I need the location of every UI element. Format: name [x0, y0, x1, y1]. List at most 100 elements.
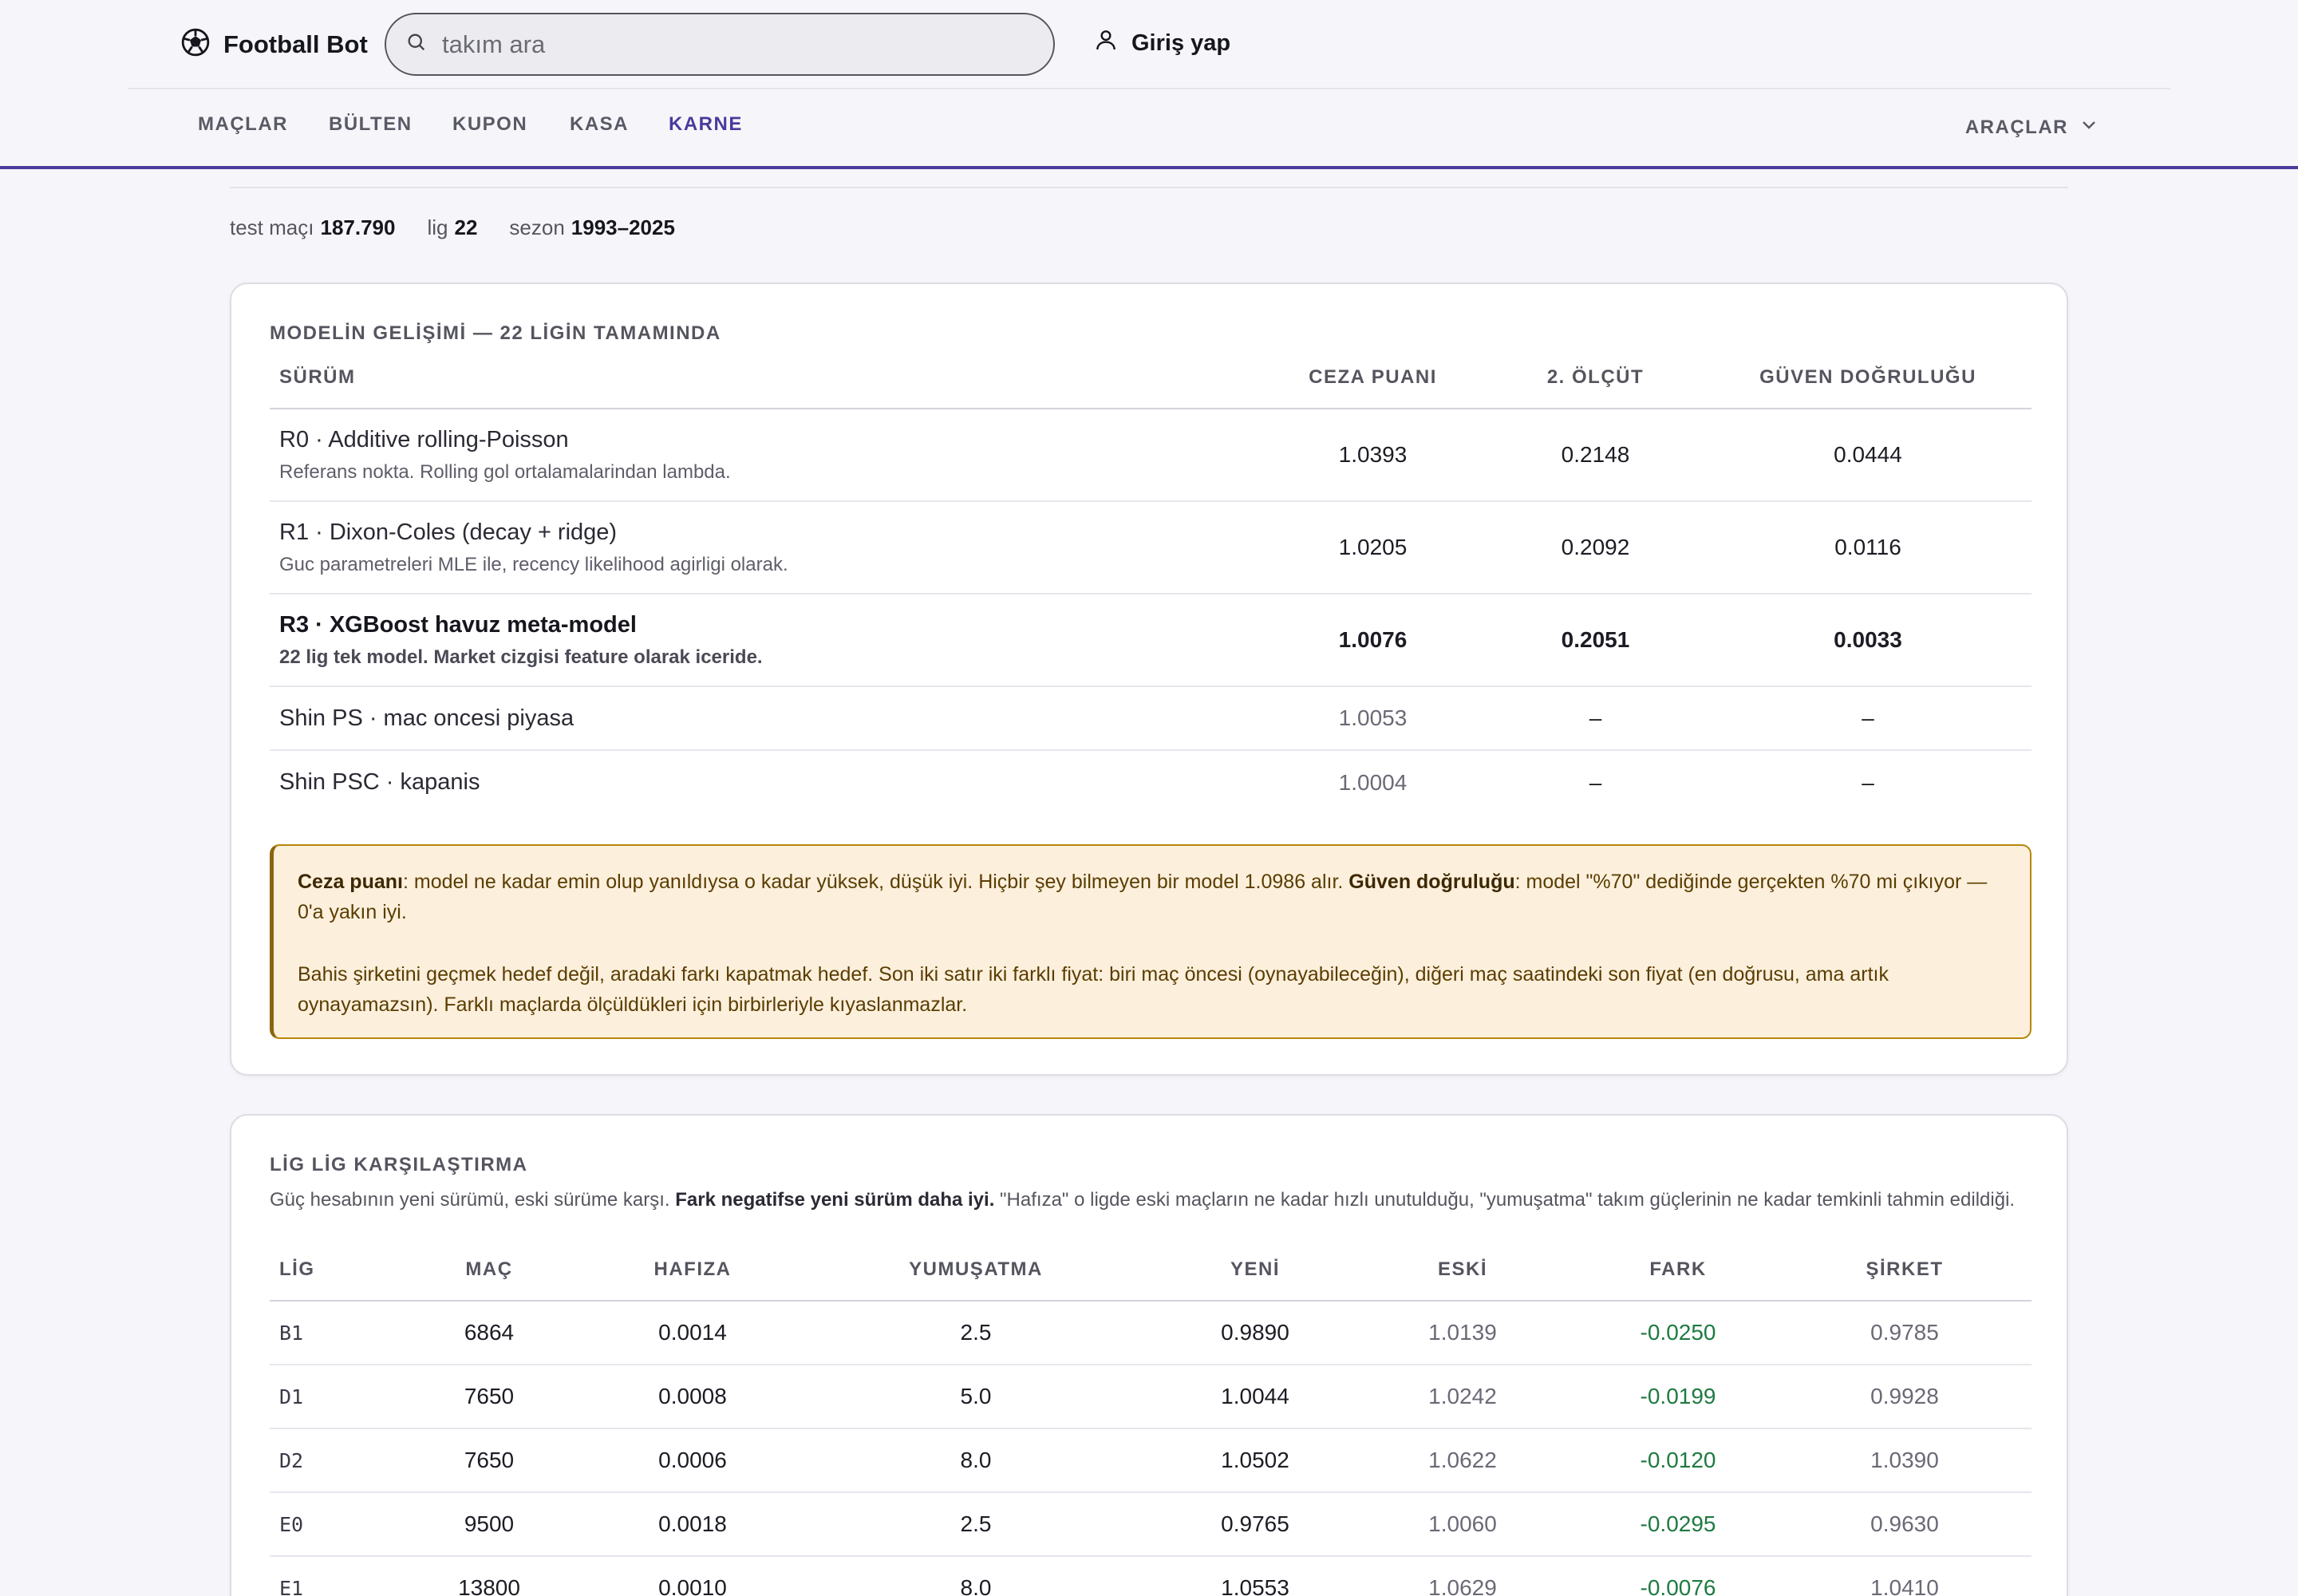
card-subtitle: Güç hesabının yeni sürümü, eski sürüme k… [270, 1189, 2015, 1211]
col-header: LİG [270, 1238, 381, 1302]
table-row: D2 7650 0.0006 8.0 1.0502 1.0622 -0.0120… [270, 1428, 2031, 1493]
note-text: : model "%70" dediğinde gerçekten %70 mi… [298, 871, 1988, 923]
match-count: 9500 [381, 1492, 597, 1557]
olcut-cell: 0.2092 [1487, 501, 1704, 595]
match-count: 13800 [381, 1556, 597, 1596]
model-desc: Guc parametreleri MLE ile, recency likel… [279, 553, 788, 575]
ceza-cell: 1.0393 [1259, 409, 1487, 502]
card-title: MODELİN GELİŞİMİ — 22 LİGİN TAMAMINDA [270, 322, 721, 344]
ceza-cell: 1.0004 [1338, 769, 1408, 795]
smoothing-value: 8.0 [788, 1556, 1163, 1596]
ceza-cell: 1.0053 [1259, 686, 1487, 751]
summary-stats: test maçı 187.790 lig 22 sezon 1993–2025 [230, 215, 707, 240]
model-cell: R3 · XGBoost havuz meta-model 22 lig tek… [270, 594, 1259, 687]
brand[interactable]: Football Bot [180, 27, 368, 61]
top-bar: Football Bot Giriş yap [128, 0, 2170, 89]
subtitle-text: "Hafıza" o ligde eski maçların ne kadar … [994, 1189, 2016, 1211]
col-header: 2. ÖLÇÜT [1487, 346, 1704, 409]
login-button[interactable]: Giriş yap [1080, 27, 1230, 59]
table-header-row: SÜRÜM CEZA PUANI 2. ÖLÇÜT GÜVEN DOĞRULUĞ… [270, 346, 2031, 409]
diff-value: -0.0076 [1578, 1556, 1778, 1596]
main-nav: MAÇLAR BÜLTEN KUPON KASA KARNE ARAÇLAR [0, 89, 2298, 166]
table-row: R0 · Additive rolling-Poisson Referans n… [270, 409, 2031, 502]
table-row: B1 6864 0.0014 2.5 0.9890 1.0139 -0.0250… [270, 1301, 2031, 1365]
model-name: R0 · Additive rolling-Poisson [279, 426, 569, 452]
memory-value: 0.0010 [597, 1556, 788, 1596]
guven-cell: 0.0033 [1704, 594, 2031, 687]
smoothing-value: 2.5 [788, 1301, 1163, 1365]
bookmaker-value: 0.9928 [1778, 1365, 2031, 1429]
football-icon [180, 27, 211, 61]
memory-value: 0.0014 [597, 1301, 788, 1365]
new-value: 0.9890 [1163, 1301, 1347, 1365]
col-header: HAFIZA [597, 1238, 788, 1302]
ceza-cell: 1.0205 [1259, 501, 1487, 595]
ceza-cell: 1.0076 [1259, 594, 1487, 687]
col-header: SÜRÜM [270, 346, 1259, 409]
nav-item-kasa[interactable]: KASA [570, 113, 630, 135]
info-note: Ceza puanı: model ne kadar emin olup yan… [270, 844, 2031, 1039]
table-row: D1 7650 0.0008 5.0 1.0044 1.0242 -0.0199… [270, 1365, 2031, 1429]
diff-value: -0.0120 [1578, 1428, 1778, 1493]
login-label: Giriş yap [1131, 30, 1231, 56]
memory-value: 0.0008 [597, 1365, 788, 1429]
bookmaker-value: 1.0390 [1778, 1428, 2031, 1493]
stat-label: sezon [509, 215, 565, 239]
old-value: 1.0629 [1347, 1556, 1578, 1596]
tools-label: ARAÇLAR [1964, 116, 2068, 138]
new-value: 1.0044 [1163, 1365, 1347, 1429]
note-text: : model ne kadar emin olup yanıldıysa o … [402, 871, 1349, 893]
app-header: Football Bot Giriş yap MAÇLAR BÜLTEN KUP… [0, 0, 2298, 169]
chevron-down-icon [2068, 115, 2099, 140]
smoothing-value: 5.0 [788, 1365, 1163, 1429]
model-evolution-table: SÜRÜM CEZA PUANI 2. ÖLÇÜT GÜVEN DOĞRULUĞ… [270, 346, 2031, 814]
table-row-highlighted: R3 · XGBoost havuz meta-model 22 lig tek… [270, 594, 2031, 687]
subtitle-text: Güç hesabının yeni sürümü, eski sürüme k… [270, 1189, 676, 1211]
stat-value: 187.790 [320, 215, 396, 239]
nav-item-bulten[interactable]: BÜLTEN [329, 113, 413, 135]
match-count: 6864 [381, 1301, 597, 1365]
stat-value: 1993–2025 [571, 215, 675, 239]
stat-test-matches: test maçı 187.790 [230, 215, 395, 240]
tools-menu[interactable]: ARAÇLAR [1965, 115, 2099, 140]
col-header: GÜVEN DOĞRULUĞU [1704, 346, 2031, 409]
search-icon [405, 31, 428, 57]
subtitle-emphasis: Fark negatifse yeni sürüm daha iyi. [675, 1189, 995, 1211]
old-value: 1.0242 [1347, 1365, 1578, 1429]
col-header: ESKİ [1347, 1238, 1578, 1302]
memory-value: 0.0018 [597, 1492, 788, 1557]
league-comparison-table: LİG MAÇ HAFIZA YUMUŞATMA YENİ ESKİ FARK … [270, 1238, 2031, 1596]
league-code: E1 [270, 1556, 381, 1596]
stat-label: lig [427, 215, 448, 239]
table-row: E1 13800 0.0010 8.0 1.0553 1.0629 -0.007… [270, 1556, 2031, 1596]
user-icon [1093, 27, 1119, 59]
guven-cell: – [1862, 769, 1874, 795]
search-input[interactable] [442, 30, 1033, 59]
col-header: CEZA PUANI [1259, 346, 1487, 409]
smoothing-value: 8.0 [788, 1428, 1163, 1493]
guven-cell: – [1704, 686, 2031, 751]
league-comparison-card: LİG LİG KARŞILAŞTIRMA Güç hesabının yeni… [230, 1114, 2068, 1596]
model-evolution-card: MODELİN GELİŞİMİ — 22 LİGİN TAMAMINDA SÜ… [230, 282, 2068, 1076]
bookmaker-value: 1.0410 [1778, 1556, 2031, 1596]
nav-item-karne[interactable]: KARNE [669, 113, 743, 135]
league-code: D1 [270, 1365, 381, 1429]
table-row: R1 · Dixon-Coles (decay + ridge) Guc par… [270, 501, 2031, 595]
model-name: R1 · Dixon-Coles (decay + ridge) [279, 519, 618, 545]
match-count: 7650 [381, 1365, 597, 1429]
new-value: 1.0502 [1163, 1428, 1347, 1493]
note-term: Ceza puanı [298, 871, 403, 893]
nav-item-kupon[interactable]: KUPON [452, 113, 528, 135]
league-code: B1 [270, 1301, 381, 1365]
memory-value: 0.0006 [597, 1428, 788, 1493]
brand-name: Football Bot [223, 30, 368, 58]
model-cell: Shin PS · mac oncesi piyasa [270, 686, 1259, 751]
card-title: LİG LİG KARŞILAŞTIRMA [270, 1154, 528, 1175]
model-cell: R0 · Additive rolling-Poisson Referans n… [270, 409, 1259, 502]
col-header: MAÇ [381, 1238, 597, 1302]
nav-item-maclar[interactable]: MAÇLAR [198, 113, 288, 135]
match-count: 7650 [381, 1428, 597, 1493]
col-header: ŞİRKET [1778, 1238, 2031, 1302]
league-code: E0 [270, 1492, 381, 1557]
diff-value: -0.0199 [1578, 1365, 1778, 1429]
